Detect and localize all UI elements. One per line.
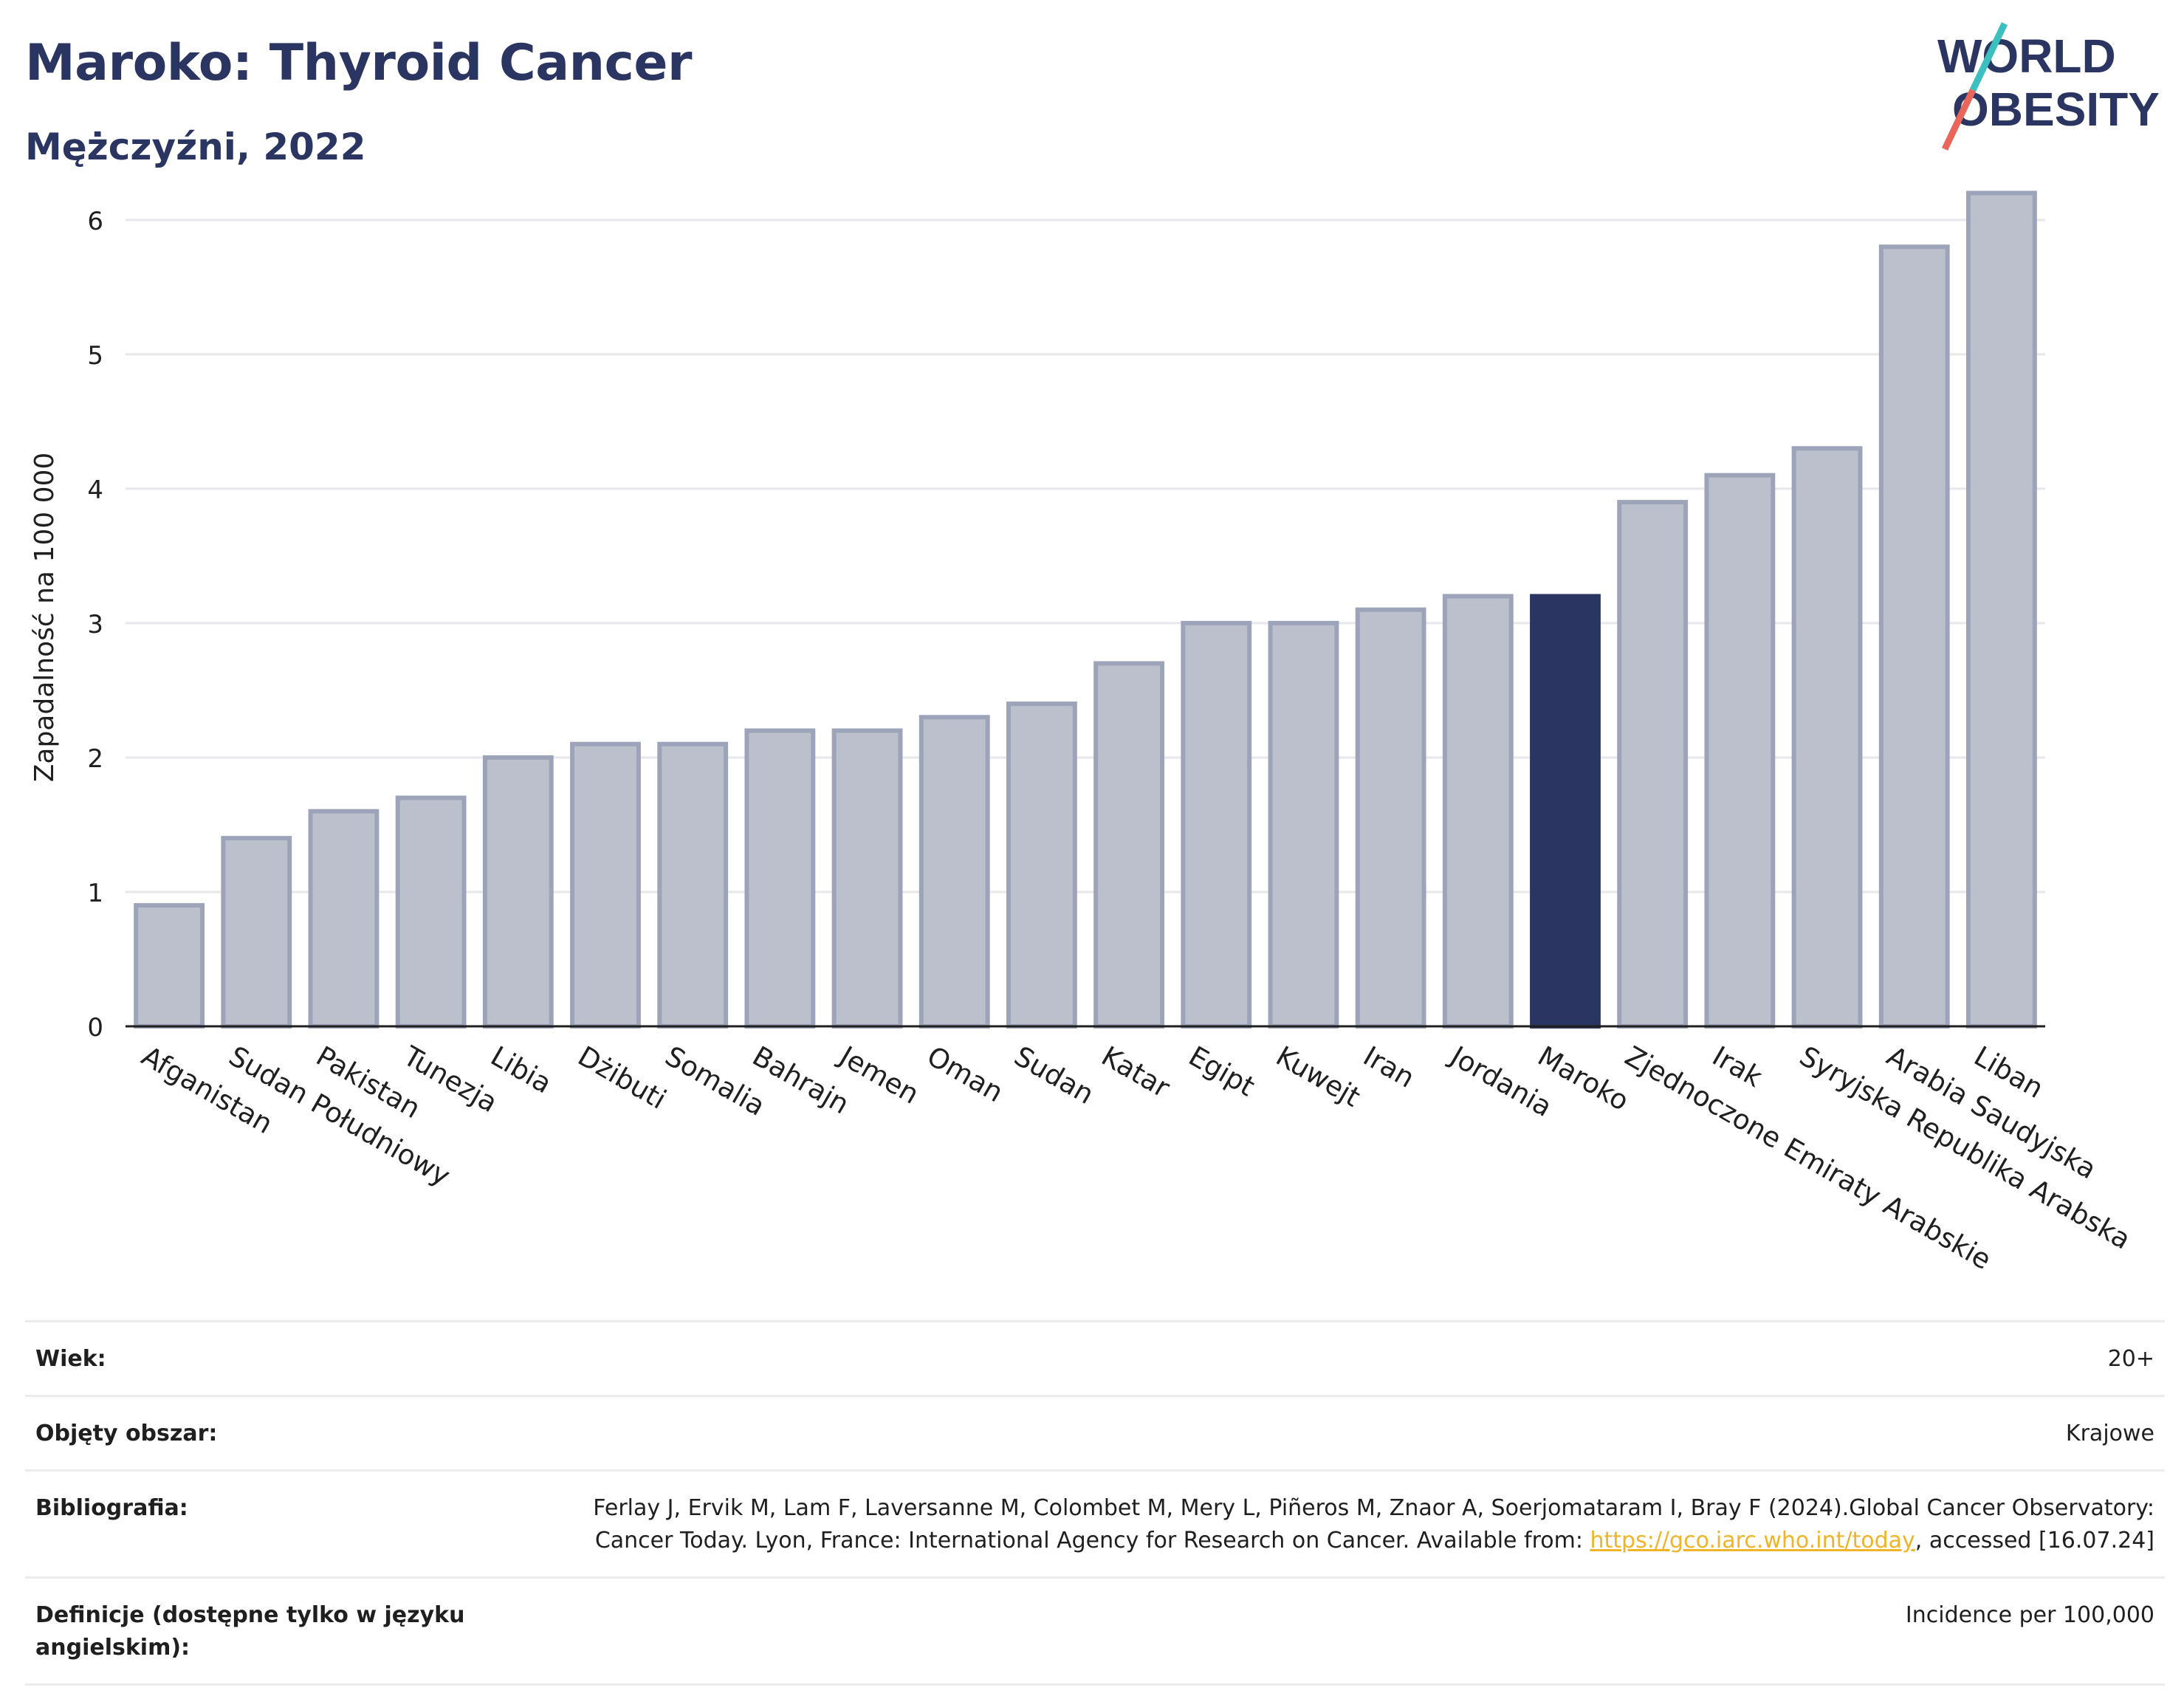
bar[interactable] — [223, 838, 289, 1026]
x-tick-label: Egipt — [1184, 1040, 1260, 1103]
x-tick-label: Bahrajn — [747, 1040, 854, 1121]
bar[interactable] — [1619, 502, 1686, 1026]
x-tick-label: Katar — [1096, 1040, 1176, 1105]
y-tick-label: 0 — [87, 1013, 103, 1043]
bar[interactable] — [1096, 664, 1162, 1026]
x-tick-label: Oman — [921, 1040, 1009, 1109]
bar[interactable] — [659, 744, 726, 1026]
bar[interactable] — [1358, 610, 1424, 1026]
y-axis-label: Zapadalność na 100 000 — [30, 453, 60, 783]
y-tick-label: 3 — [87, 610, 103, 639]
bar[interactable] — [398, 798, 464, 1026]
info-row-coverage: Objęty obszar: Krajowe — [25, 1395, 2165, 1469]
bar[interactable] — [136, 905, 202, 1026]
definitions-value: Incidence per 100,000 — [1906, 1599, 2154, 1664]
bar[interactable] — [921, 717, 988, 1026]
info-row-age: Wiek: 20+ — [25, 1320, 2165, 1395]
age-label: Wiek: — [35, 1343, 493, 1376]
bar[interactable] — [572, 744, 639, 1026]
y-tick-label: 5 — [87, 341, 103, 371]
bar[interactable] — [1794, 448, 1861, 1026]
coverage-value: Krajowe — [2066, 1418, 2154, 1450]
bar[interactable] — [834, 731, 901, 1026]
bibliography-link[interactable]: https://gco.iarc.who.int/today — [1590, 1528, 1915, 1553]
age-value: 20+ — [2108, 1343, 2154, 1376]
bar[interactable] — [311, 811, 377, 1026]
y-tick-label: 6 — [87, 207, 103, 236]
bar[interactable] — [746, 731, 813, 1026]
x-tick-label: Sudan — [1009, 1040, 1099, 1111]
info-row-definitions: Definicje (dostępne tylko w języku angie… — [25, 1576, 2165, 1686]
bar[interactable] — [485, 758, 552, 1026]
bar[interactable] — [1009, 704, 1075, 1026]
coverage-label: Objęty obszar: — [35, 1418, 493, 1450]
bar[interactable] — [1881, 247, 1948, 1026]
bibliography-accessed: , accessed [16.07.24] — [1915, 1528, 2154, 1553]
definitions-label: Definicje (dostępne tylko w języku angie… — [35, 1599, 493, 1664]
bar[interactable] — [1968, 193, 2035, 1026]
y-tick-label: 4 — [87, 476, 103, 505]
x-tick-label: Jordania — [1444, 1040, 1558, 1124]
bars — [136, 193, 2035, 1026]
bar[interactable] — [1445, 597, 1511, 1027]
x-tick-label: Somalia — [660, 1040, 771, 1122]
bibliography-label: Bibliografia: — [35, 1492, 493, 1557]
y-tick-label: 1 — [87, 879, 103, 908]
info-row-bibliography: Bibliografia: Ferlay J, Ervik M, Lam F, … — [25, 1469, 2165, 1576]
bibliography-value: Ferlay J, Ervik M, Lam F, Laversanne M, … — [530, 1492, 2154, 1557]
y-tick-label: 2 — [87, 744, 103, 774]
bar[interactable] — [1532, 597, 1598, 1027]
x-tick-label: Dżibuti — [573, 1040, 672, 1116]
bar[interactable] — [1183, 623, 1249, 1026]
bar[interactable] — [1271, 623, 1337, 1026]
x-tick-label: Iran — [1358, 1040, 1420, 1094]
x-tick-label: Kuwejt — [1271, 1040, 1366, 1113]
bar[interactable] — [1706, 476, 1773, 1026]
info-table: Wiek: 20+ Objęty obszar: Krajowe Bibliog… — [25, 1320, 2165, 1686]
x-tick-label: Irak — [1707, 1040, 1768, 1094]
